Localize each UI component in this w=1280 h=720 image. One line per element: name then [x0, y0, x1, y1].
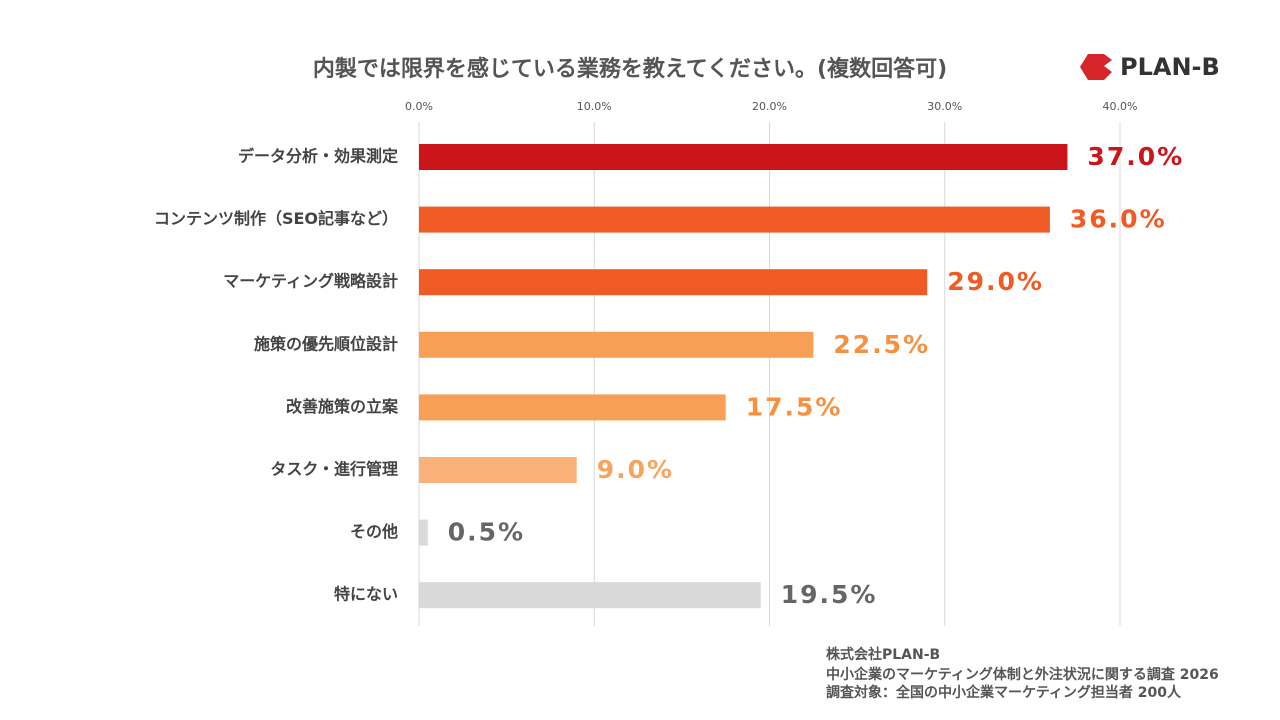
footer-line: 株式会社PLAN-B — [826, 646, 940, 663]
category-label: データ分析・効果測定 — [238, 147, 398, 166]
value-label: 37.0% — [1087, 142, 1184, 171]
bar — [419, 582, 761, 609]
logo-text: PLAN-B — [1120, 53, 1220, 81]
value-label: 29.0% — [947, 267, 1044, 296]
value-label: 9.0% — [597, 455, 674, 484]
value-label: 17.5% — [746, 392, 843, 421]
category-label: その他 — [350, 522, 398, 541]
value-label: 36.0% — [1070, 205, 1167, 234]
bar — [419, 269, 928, 296]
bar — [419, 144, 1068, 170]
logo-mark — [1080, 54, 1112, 80]
category-label: 特にない — [334, 585, 398, 604]
x-tick-label: 40.0% — [1103, 100, 1138, 113]
category-label: 施策の優先順位設計 — [254, 334, 398, 353]
chart-title: 内製では限界を感じている業務を教えてください。(複数回答可) — [313, 56, 947, 82]
bar — [419, 394, 726, 421]
x-tick-label: 30.0% — [927, 100, 962, 113]
x-tick-label: 10.0% — [577, 100, 612, 113]
category-label: マーケティング戦略設計 — [223, 272, 398, 291]
bar — [419, 206, 1050, 233]
value-label: 19.5% — [781, 580, 878, 609]
value-label: 0.5% — [448, 518, 525, 547]
x-tick-label: 20.0% — [752, 100, 787, 113]
x-tick-label: 0.0% — [405, 100, 433, 113]
category-label: タスク・進行管理 — [270, 460, 398, 479]
footer-line: 調査対象：全国の中小企業マーケティング担当者 200人 — [826, 684, 1182, 701]
footer-line: 中小企業のマーケティング体制と外注状況に関する調査 2026 — [826, 666, 1219, 683]
category-label: コンテンツ制作（SEO記事など） — [154, 209, 398, 228]
bar — [419, 331, 814, 358]
bar — [419, 457, 577, 483]
logo: PLAN-B — [1080, 53, 1220, 81]
category-label: 改善施策の立案 — [286, 397, 399, 416]
value-label: 22.5% — [833, 330, 930, 359]
bar — [419, 519, 428, 546]
